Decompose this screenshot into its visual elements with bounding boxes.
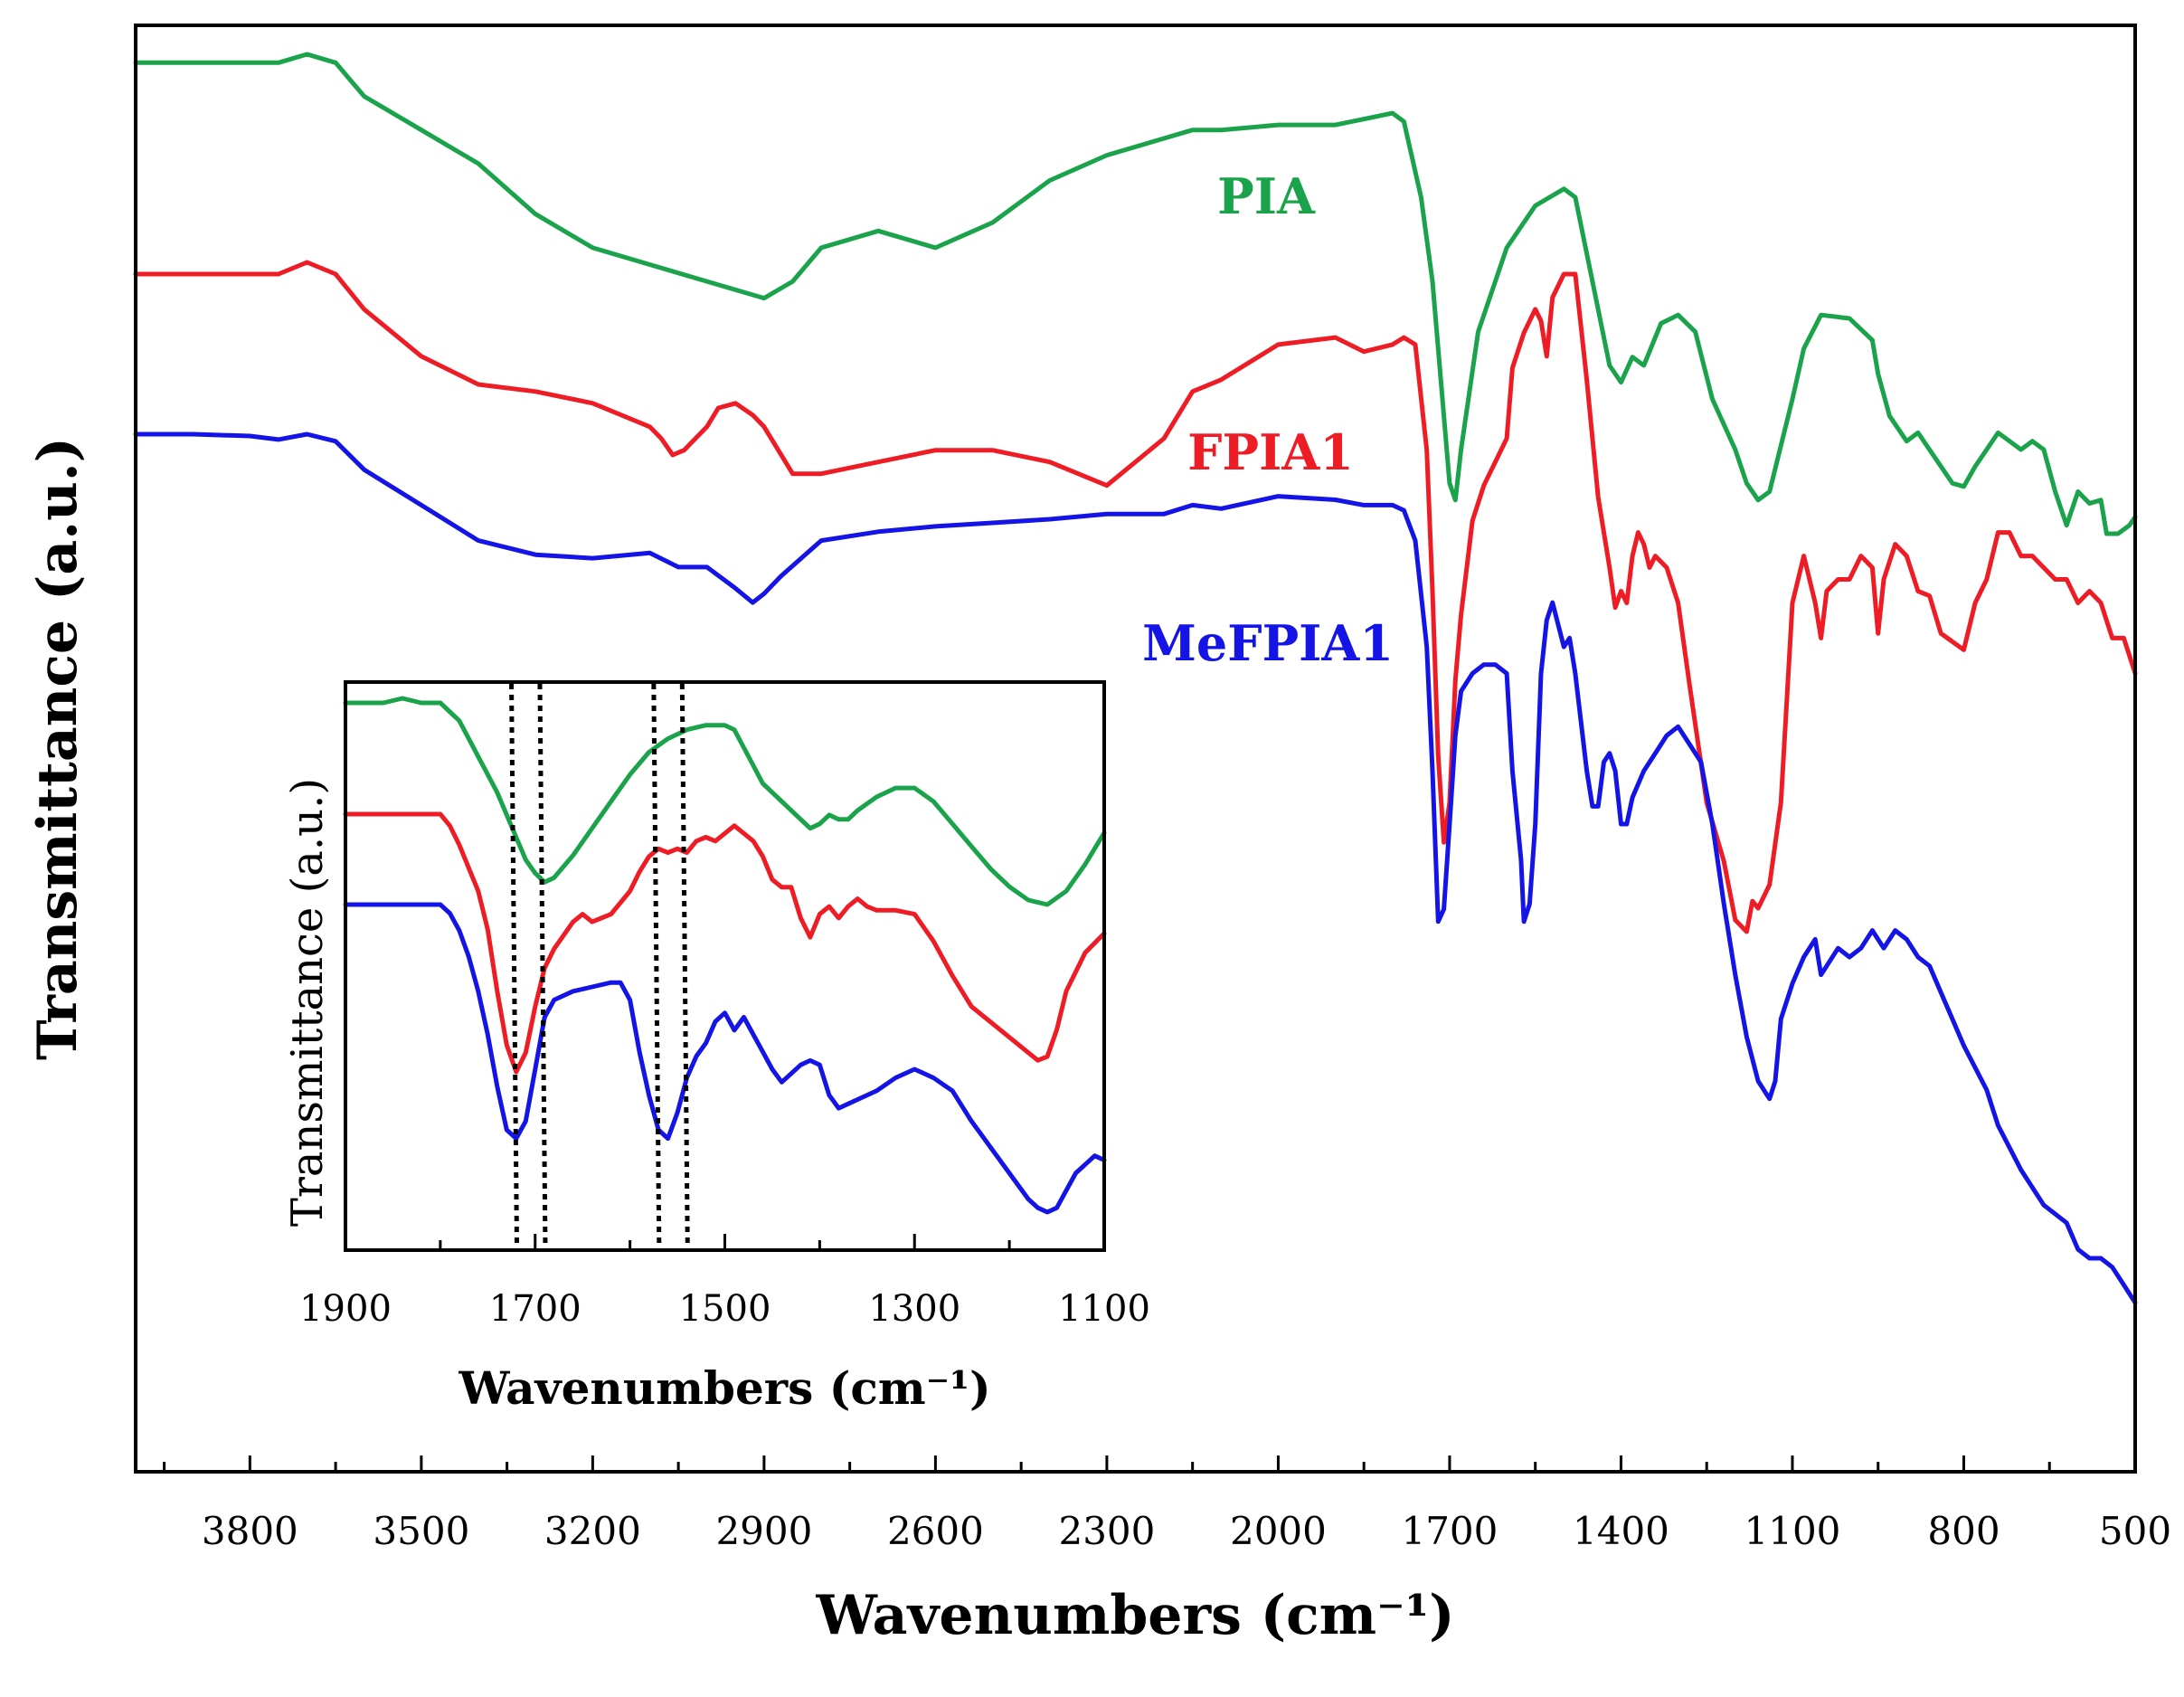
inset-reference-line-1695: [537, 683, 548, 1249]
main-x-tick-label-1400: 1400: [1573, 1509, 1669, 1553]
main-x-tick-label-2900: 2900: [715, 1509, 812, 1553]
series-label-pia: PIA: [1217, 167, 1316, 225]
main-series-line-fpia1: [133, 260, 2138, 934]
main-plot-frame: [134, 24, 2137, 1474]
main-y-axis-title: Transmittance (a.u.): [26, 437, 90, 1060]
inset-reference-line-1545: [679, 683, 690, 1249]
inset-x-axis-title: Wavenumbers (cm⁻¹): [458, 1361, 990, 1415]
main-series-line-pia: [133, 52, 2138, 536]
main-x-axis-title: Wavenumbers (cm⁻¹): [816, 1584, 1455, 1647]
main-x-tick-label-1700: 1700: [1401, 1509, 1498, 1553]
inset-series-line-mefpia1: [343, 902, 1107, 1215]
main-x-tick-label-3500: 3500: [373, 1509, 469, 1553]
inset-series-line-pia: [343, 696, 1107, 907]
series-label-mefpia1: MeFPIA1: [1142, 614, 1394, 672]
series-label-fpia1: FPIA1: [1187, 423, 1354, 481]
main-x-tick-label-1100: 1100: [1744, 1509, 1841, 1553]
inset-y-axis-title: Transmittance (a.u.): [282, 778, 333, 1227]
inset-x-tick-label-1900: 1900: [299, 1288, 392, 1330]
main-chart: 3800 3500 3200 2900 2600 2300 2000 1700 1400 1100…: [26, 24, 2171, 1647]
main-x-tick-label-800: 800: [1927, 1509, 2000, 1553]
main-x-tick-label-3200: 3200: [544, 1509, 641, 1553]
inset-x-tick-label-1700: 1700: [489, 1288, 581, 1330]
inset-chart: 1900 1700 1500 1300 1100 Wavenumbers (cm⁻¹) Tr…: [282, 680, 1150, 1415]
inset-x-tick-label-1500: 1500: [679, 1288, 771, 1330]
main-x-tick-label-3800: 3800: [202, 1509, 298, 1553]
main-x-tick-label-2600: 2600: [887, 1509, 984, 1553]
inset-x-tick-label-1300: 1300: [868, 1288, 960, 1330]
inset-plot-background: [345, 682, 1104, 1250]
main-x-tick-label-500: 500: [2099, 1509, 2171, 1553]
main-x-tick-label-2300: 2300: [1058, 1509, 1155, 1553]
main-x-tick-label-2000: 2000: [1230, 1509, 1327, 1553]
inset-x-tick-label-1100: 1100: [1058, 1288, 1150, 1330]
inset-reference-line-1725: [509, 683, 520, 1249]
main-series-line-mefpia1: [133, 431, 2138, 1305]
inset-reference-line-1575: [651, 683, 662, 1249]
inset-series-line-fpia1: [343, 811, 1107, 1075]
